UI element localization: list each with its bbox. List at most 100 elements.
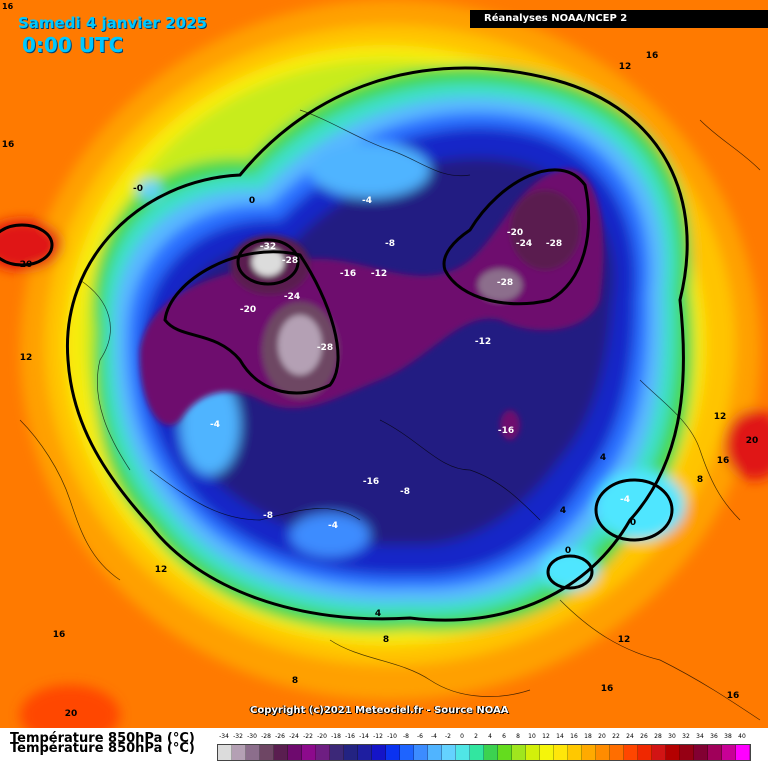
zero-contour-east: [594, 478, 674, 542]
map-time: 0:00 UTC: [22, 33, 124, 57]
contour-label: 20: [746, 436, 759, 446]
legend-swatch: [232, 745, 246, 760]
legend-tick: -20: [317, 733, 327, 740]
legend-swatch: [442, 745, 456, 760]
legend-tick: -2: [445, 733, 451, 740]
contour-label: -20: [507, 228, 523, 238]
legend-tick: 12: [542, 733, 550, 740]
legend-swatch: [330, 745, 344, 760]
contour-label: 20: [65, 709, 78, 719]
corner-value: 16: [2, 2, 14, 11]
legend-tick: 6: [502, 733, 506, 740]
contour-label: 0: [630, 518, 636, 528]
legend-swatch: [274, 745, 288, 760]
contour-label: -4: [620, 495, 630, 505]
legend-tick: -16: [345, 733, 355, 740]
legend-swatch: [638, 745, 652, 760]
legend-tick: -6: [417, 733, 423, 740]
legend-swatch: [694, 745, 708, 760]
legend-swatch: [708, 745, 722, 760]
contour-label: -24: [284, 292, 300, 302]
legend-swatch: [554, 745, 568, 760]
legend-title: Température 850hPa (°C) Température 850h…: [10, 731, 195, 755]
legend-swatch: [526, 745, 540, 760]
legend-tick: -12: [373, 733, 383, 740]
contour-label: -0: [133, 184, 143, 194]
contour-label: -20: [240, 305, 256, 315]
contour-label: 16: [2, 140, 15, 150]
legend-tick: -24: [289, 733, 299, 740]
contour-label: 12: [619, 62, 632, 72]
legend-tick: 14: [556, 733, 564, 740]
legend-swatch: [316, 745, 330, 760]
contour-label: 12: [618, 635, 631, 645]
contour-label: 8: [292, 676, 298, 686]
legend-title-shadow: Température 850hPa (°C): [10, 741, 195, 756]
contour-label: 12: [20, 353, 33, 363]
legend-swatch: [372, 745, 386, 760]
legend-swatch: [218, 745, 232, 760]
legend-swatch: [652, 745, 666, 760]
contour-label: -8: [385, 239, 395, 249]
legend-tick: 32: [682, 733, 690, 740]
legend-tick: 34: [696, 733, 704, 740]
legend-tick: 24: [626, 733, 634, 740]
source-banner: Réanalyses NOAA/NCEP 2: [470, 10, 768, 28]
legend-title-text: Température 850hPa (°C): [10, 731, 195, 746]
legend-swatch: [414, 745, 428, 760]
legend-tick: -18: [331, 733, 341, 740]
contour-label: -4: [362, 196, 372, 206]
contour-label: 4: [560, 506, 566, 516]
legend-tick: -8: [403, 733, 409, 740]
legend-tick: -4: [431, 733, 437, 740]
legend-tick: 16: [570, 733, 578, 740]
legend-swatch: [260, 745, 274, 760]
map-date: Samedi 4 janvier 2025: [18, 14, 207, 32]
twenty-contour: [0, 223, 54, 267]
legend-swatch: [624, 745, 638, 760]
copyright: Copyright (c)2021 Meteociel.fr - Source …: [250, 705, 509, 716]
legend-swatch: [582, 745, 596, 760]
legend-tick: -32: [233, 733, 243, 740]
contour-label: 20: [20, 260, 33, 270]
legend-tick: -34: [219, 733, 229, 740]
contour-label: -16: [340, 269, 356, 279]
contour-label: -32: [260, 242, 276, 252]
legend-ticks: -34 -32 -30 -28 -26 -24 -22 -20 -18 -16 -14 -12 -10-…: [217, 733, 749, 743]
contour-label: -4: [328, 521, 338, 531]
legend-tick: 36: [710, 733, 718, 740]
contour-label: 4: [375, 609, 381, 619]
legend-tick: -10: [387, 733, 397, 740]
legend-tick: 28: [654, 733, 662, 740]
contour-label: 16: [717, 456, 730, 466]
contour-label: -28: [546, 239, 562, 249]
contour-label: -12: [371, 269, 387, 279]
legend-swatch: [456, 745, 470, 760]
contour-label: 8: [383, 635, 389, 645]
zero-contour-south: [546, 554, 594, 590]
legend-tick: 8: [516, 733, 520, 740]
contour-label: -28: [282, 256, 298, 266]
legend-swatch: [736, 745, 750, 760]
contour-label: 4: [600, 453, 606, 463]
legend-tick: 10: [528, 733, 536, 740]
legend-tick: -14: [359, 733, 369, 740]
minus-twenty-contour: [163, 250, 340, 395]
legend-swatch: [288, 745, 302, 760]
legend-tick: 22: [612, 733, 620, 740]
legend-swatch: [666, 745, 680, 760]
zero-degree-contour: [65, 66, 689, 622]
minus-twenty-contour-2: [442, 168, 591, 306]
legend-tick: -22: [303, 733, 313, 740]
legend-tick: -26: [275, 733, 285, 740]
legend-colorscale: [217, 744, 751, 761]
contour-label: 16: [727, 691, 740, 701]
legend-swatch: [400, 745, 414, 760]
legend-swatch: [358, 745, 372, 760]
legend-tick: -28: [261, 733, 271, 740]
legend-swatch: [484, 745, 498, 760]
legend-swatch: [568, 745, 582, 760]
legend-tick: -30: [247, 733, 257, 740]
